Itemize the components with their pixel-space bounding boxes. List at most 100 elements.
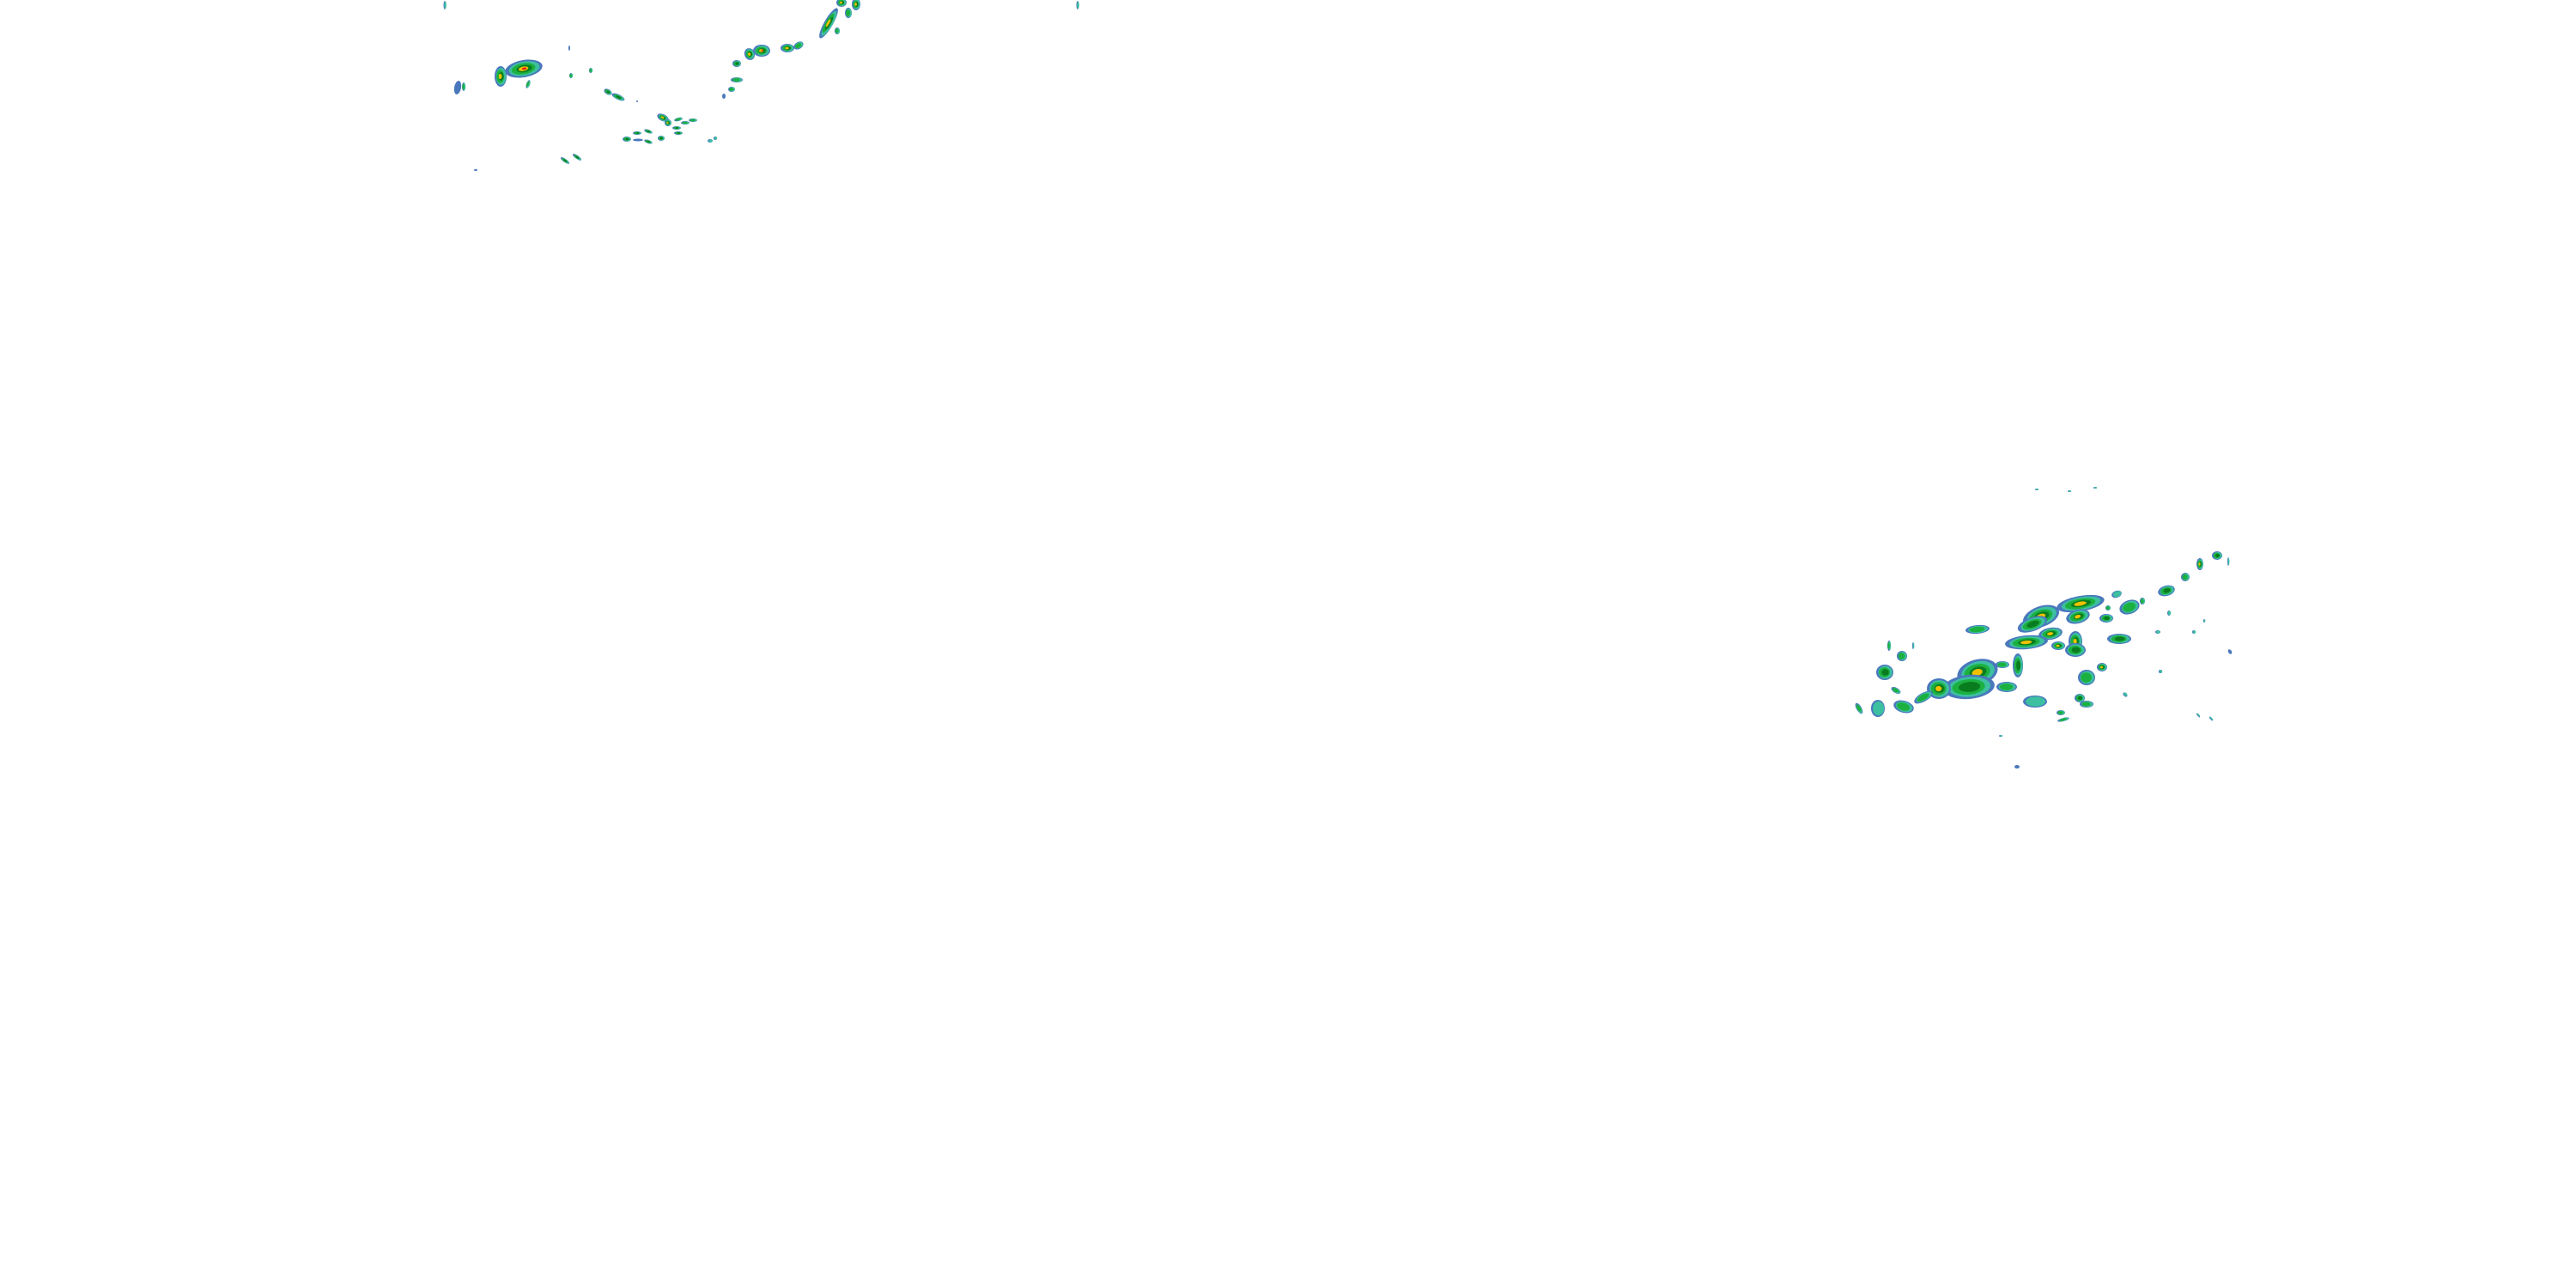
radar-echo-intensity-band xyxy=(453,81,462,94)
radar-echo-intensity-band xyxy=(526,81,530,87)
radar-echo xyxy=(633,138,643,142)
radar-echo xyxy=(674,131,683,135)
radar-echo xyxy=(2196,713,2201,718)
radar-echo xyxy=(835,27,841,34)
radar-echo xyxy=(1897,651,1907,661)
radar-echo-intensity-band xyxy=(2112,591,2122,598)
radar-echo xyxy=(623,137,631,142)
radar-echo-intensity-band xyxy=(563,159,568,162)
radar-echo-intensity-band xyxy=(2056,644,2060,647)
radar-echo-intensity-band xyxy=(616,95,622,100)
radar-echo-intensity-band xyxy=(1959,681,1981,692)
radar-echo xyxy=(731,77,743,82)
radar-echo xyxy=(1893,700,1914,714)
radar-echo xyxy=(2208,716,2214,721)
radar-echo-intensity-band xyxy=(2196,713,2201,717)
radar-echo xyxy=(1887,641,1892,651)
radar-echo xyxy=(644,129,653,134)
radar-echo-intensity-band xyxy=(1856,704,1862,712)
radar-echo-intensity-band xyxy=(1897,702,1911,711)
radar-echo-intensity-band xyxy=(748,52,751,56)
radar-echo-intensity-band xyxy=(633,138,643,142)
radar-echo xyxy=(819,8,838,39)
radar-echo xyxy=(2023,696,2047,708)
radar-echo-intensity-band xyxy=(659,137,664,140)
radar-echo xyxy=(2005,635,2048,650)
radar-echo-intensity-band xyxy=(735,62,739,65)
radar-echo-intensity-band xyxy=(2105,606,2110,610)
radar-echo xyxy=(708,139,714,143)
radar-echo-intensity-band xyxy=(2047,632,2054,635)
radar-echo-intensity-band xyxy=(635,132,640,134)
radar-echo xyxy=(1076,1,1079,9)
radar-echo-intensity-band xyxy=(2059,718,2067,721)
radar-echo xyxy=(728,87,735,92)
radar-echo xyxy=(781,44,794,52)
radar-echo-intensity-band xyxy=(2167,611,2172,616)
radar-echo-intensity-band xyxy=(647,131,651,133)
radar-echo xyxy=(2057,717,2069,722)
radar-echo-intensity-band xyxy=(2057,711,2063,714)
radar-echo xyxy=(674,117,683,122)
radar-echo xyxy=(1891,687,1901,694)
radar-echo xyxy=(2066,609,2090,624)
radar-echo-intensity-band xyxy=(2203,619,2206,623)
radar-echo xyxy=(665,119,671,126)
radar-echo-intensity-band xyxy=(589,69,592,72)
radar-echo xyxy=(474,169,477,171)
radar-echo xyxy=(2051,641,2065,650)
radar-echo-intensity-band xyxy=(660,116,665,119)
radar-echo-intensity-band xyxy=(2198,562,2201,566)
radar-echo xyxy=(672,126,681,130)
radar-echo-intensity-band xyxy=(1935,685,1942,692)
radar-echo-intensity-band xyxy=(2073,638,2077,645)
radar-echo-intensity-band xyxy=(2114,636,2125,641)
radar-echo xyxy=(1996,661,2009,668)
radar-echo xyxy=(2099,614,2113,623)
radar-echo xyxy=(845,8,852,18)
radar-echo xyxy=(2212,551,2222,560)
radar-echo xyxy=(495,66,507,87)
radar-echo xyxy=(732,60,741,67)
radar-echo-intensity-band xyxy=(732,78,741,82)
radar-echo xyxy=(1871,700,1885,717)
radar-echo-intensity-band xyxy=(2074,601,2087,606)
radar-echo-intensity-band xyxy=(625,137,629,141)
radar-echo-intensity-band xyxy=(690,118,696,122)
radar-echo xyxy=(1855,702,1863,714)
radar-echo xyxy=(2155,630,2161,634)
radar-echo-intensity-band xyxy=(2192,630,2196,634)
radar-echo xyxy=(644,139,653,144)
radar-echo xyxy=(2013,653,2023,677)
radar-echo xyxy=(1912,642,1915,649)
radar-echo-intensity-band xyxy=(2156,630,2161,634)
radar-echo-intensity-band xyxy=(714,137,718,140)
radar-echo xyxy=(633,131,641,135)
radar-echo-intensity-band xyxy=(682,121,688,125)
radar-echo xyxy=(681,121,690,125)
radar-echo xyxy=(2192,630,2196,634)
radar-echo-intensity-band xyxy=(1999,735,2003,737)
radar-echo-intensity-band xyxy=(2140,598,2144,604)
radar-echo-intensity-band xyxy=(2026,696,2046,707)
radar-echo xyxy=(572,154,582,161)
radar-echo xyxy=(2097,663,2107,671)
radar-echo xyxy=(793,41,804,50)
radar-echo-intensity-band xyxy=(2215,553,2221,558)
radar-echo xyxy=(836,0,847,7)
radar-echo-intensity-band xyxy=(2075,614,2081,619)
radar-echo xyxy=(569,73,574,78)
radar-echo xyxy=(2227,649,2233,654)
radar-echo xyxy=(2140,598,2146,605)
radar-echo-intensity-band xyxy=(2209,716,2214,720)
radar-echo-intensity-band xyxy=(2016,660,2021,671)
radar-echo-intensity-band xyxy=(498,73,502,80)
radar-echo-intensity-band xyxy=(2163,588,2171,593)
radar-echo xyxy=(2014,765,2020,769)
radar-echo-intensity-band xyxy=(2182,574,2188,580)
radar-echo xyxy=(2065,643,2086,657)
radar-echo xyxy=(1965,624,1990,635)
radar-echo xyxy=(2068,490,2072,492)
radar-echo xyxy=(526,80,531,88)
